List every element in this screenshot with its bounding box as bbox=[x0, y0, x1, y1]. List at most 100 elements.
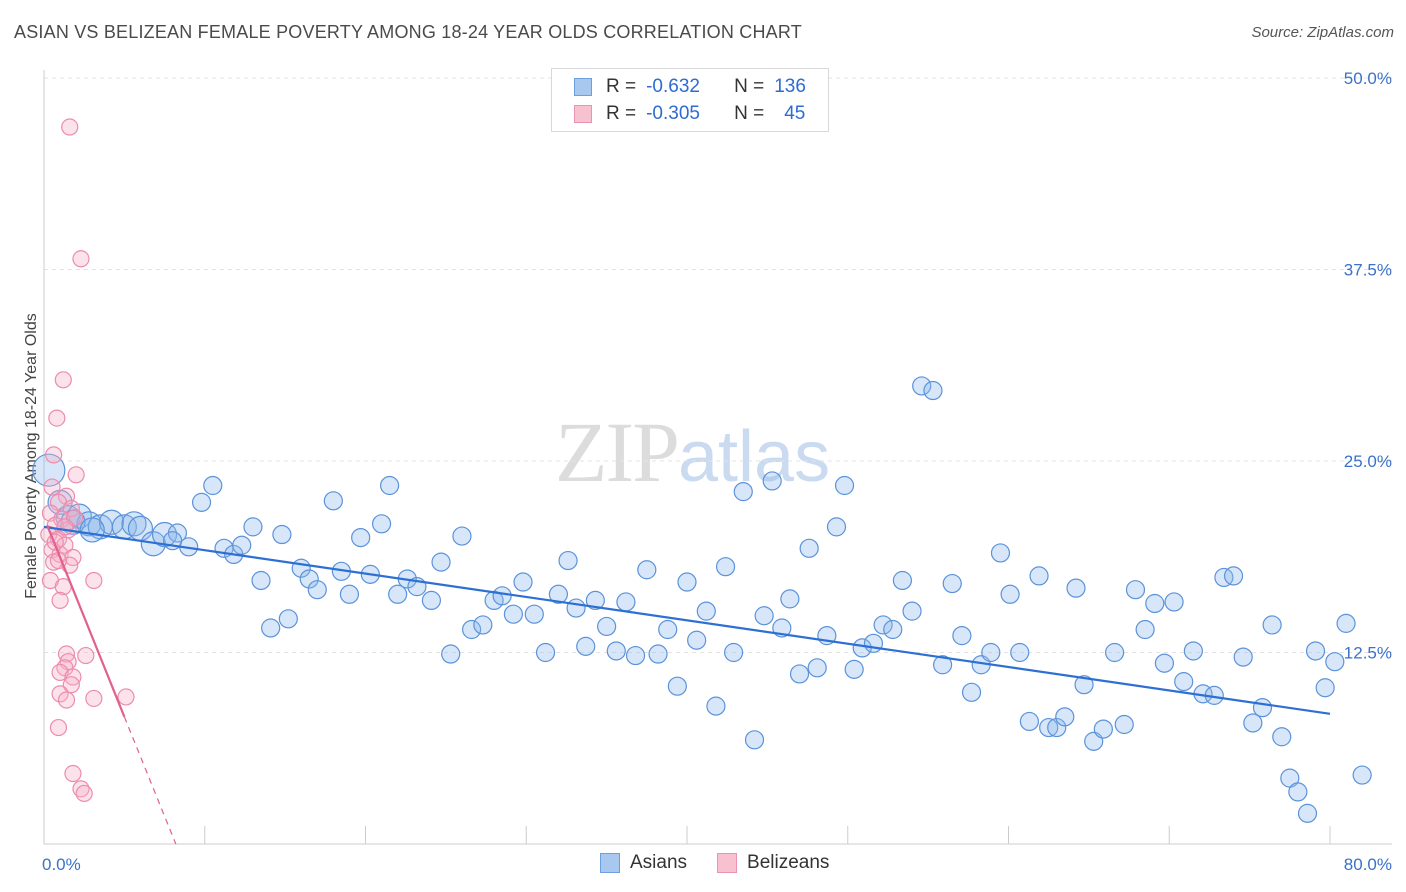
data-point-asians bbox=[558, 550, 578, 571]
data-point-asians bbox=[1039, 717, 1059, 738]
data-point-asians bbox=[1047, 717, 1067, 738]
data-point-belizeans bbox=[51, 663, 69, 682]
data-point-asians bbox=[1297, 803, 1318, 823]
legend-item-belizeans[interactable]: Belizeans bbox=[717, 852, 829, 874]
data-point-asians bbox=[873, 615, 893, 635]
data-point-belizeans bbox=[51, 685, 69, 703]
data-point-asians bbox=[902, 601, 922, 621]
data-point-asians bbox=[1305, 641, 1326, 661]
data-point-asians bbox=[1055, 707, 1075, 727]
data-point-asians bbox=[733, 482, 753, 502]
legend-r-label: R = bbox=[606, 76, 637, 97]
data-point-asians bbox=[1183, 641, 1203, 661]
y-tick-label: 50.0% bbox=[1344, 69, 1392, 88]
legend-item-asians[interactable]: Asians bbox=[600, 852, 687, 874]
data-point-asians bbox=[1336, 613, 1356, 633]
data-point-asians bbox=[844, 659, 864, 679]
data-point-asians bbox=[1000, 584, 1020, 604]
data-point-asians bbox=[892, 570, 913, 591]
data-point-asians bbox=[1010, 642, 1030, 663]
data-point-asians bbox=[1262, 615, 1282, 635]
data-point-asians bbox=[667, 676, 687, 696]
data-point-asians bbox=[243, 517, 263, 537]
data-point-asians bbox=[431, 552, 451, 572]
watermark-zip: ZIP bbox=[555, 404, 680, 500]
data-point-asians bbox=[339, 584, 360, 604]
data-point-belizeans bbox=[85, 689, 103, 708]
data-point-asians bbox=[492, 586, 512, 606]
data-point-asians bbox=[625, 645, 646, 666]
data-point-asians bbox=[576, 636, 596, 656]
data-point-belizeans bbox=[85, 571, 103, 590]
data-point-belizeans bbox=[77, 646, 95, 665]
data-point-asians bbox=[452, 526, 472, 546]
data-point-asians bbox=[863, 633, 884, 653]
y-tick-label: 12.5% bbox=[1344, 644, 1392, 663]
stats-legend: R = -0.632 N = 136 R = -0.305 N = 45 bbox=[551, 68, 829, 132]
data-point-asians bbox=[715, 557, 736, 577]
data-point-belizeans bbox=[62, 676, 80, 694]
data-point-asians bbox=[461, 619, 482, 640]
data-point-asians bbox=[1019, 711, 1039, 732]
data-point-asians bbox=[1214, 567, 1234, 588]
data-point-asians bbox=[251, 570, 271, 591]
data-point-asians bbox=[687, 630, 707, 650]
data-point-asians bbox=[658, 619, 678, 640]
data-point-belizeans bbox=[56, 518, 74, 536]
data-point-asians bbox=[952, 626, 972, 646]
data-point-asians bbox=[388, 584, 408, 604]
watermark-atlas: atlas bbox=[678, 417, 831, 497]
legend-n-label: N = bbox=[734, 76, 765, 97]
data-point-asians bbox=[548, 584, 569, 604]
data-point-asians bbox=[762, 471, 782, 491]
data-point-asians bbox=[1135, 619, 1155, 640]
legend-swatch-asians bbox=[600, 853, 620, 873]
data-point-asians bbox=[883, 619, 903, 640]
data-point-asians bbox=[380, 475, 400, 496]
data-point-asians bbox=[923, 380, 943, 401]
data-point-asians bbox=[1223, 566, 1244, 586]
legend-row-belizeans: R = -0.305 N = 45 bbox=[574, 101, 805, 127]
data-point-belizeans bbox=[57, 691, 76, 709]
data-point-asians bbox=[261, 618, 281, 638]
data-point-belizeans bbox=[51, 591, 69, 610]
data-point-asians bbox=[1288, 782, 1308, 802]
data-point-asians bbox=[323, 491, 343, 511]
trend-line-belizeans bbox=[46, 524, 126, 718]
data-point-asians bbox=[932, 655, 953, 675]
data-point-belizeans bbox=[67, 466, 85, 484]
data-point-belizeans bbox=[56, 536, 74, 554]
data-point-asians bbox=[441, 644, 461, 664]
data-point-asians bbox=[1272, 727, 1292, 747]
data-point-asians bbox=[232, 535, 252, 555]
data-point-asians bbox=[535, 642, 556, 663]
data-point-belizeans bbox=[48, 409, 66, 427]
legend-row-asians: R = -0.632 N = 136 bbox=[574, 74, 806, 100]
data-point-asians bbox=[677, 572, 697, 592]
data-point-asians bbox=[351, 527, 371, 548]
data-point-asians bbox=[1252, 698, 1273, 718]
data-point-asians bbox=[1145, 593, 1165, 614]
data-point-belizeans bbox=[72, 780, 90, 798]
data-point-asians bbox=[513, 572, 533, 592]
data-point-asians bbox=[371, 514, 392, 534]
data-point-belizeans bbox=[62, 499, 80, 518]
legend-r-value-belizeans: -0.305 bbox=[646, 103, 700, 124]
data-point-asians bbox=[597, 616, 617, 637]
source-label: Source: ZipAtlas.com bbox=[1251, 24, 1394, 41]
data-point-asians bbox=[473, 615, 493, 635]
data-point-asians bbox=[744, 730, 765, 750]
chart-title: ASIAN VS BELIZEAN FEMALE POVERTY AMONG 1… bbox=[14, 22, 802, 42]
legend-swatch-asians bbox=[574, 78, 592, 96]
data-point-belizeans bbox=[75, 784, 93, 803]
data-point-asians bbox=[616, 592, 636, 612]
data-point-asians bbox=[696, 601, 716, 621]
data-point-asians bbox=[585, 590, 605, 611]
trend-line-asians bbox=[43, 525, 1331, 715]
y-tick-label: 37.5% bbox=[1344, 261, 1392, 280]
data-point-belizeans bbox=[64, 764, 82, 783]
data-point-asians bbox=[1114, 714, 1134, 735]
data-point-asians bbox=[706, 696, 726, 716]
legend-r-value-asians: -0.632 bbox=[646, 76, 700, 97]
